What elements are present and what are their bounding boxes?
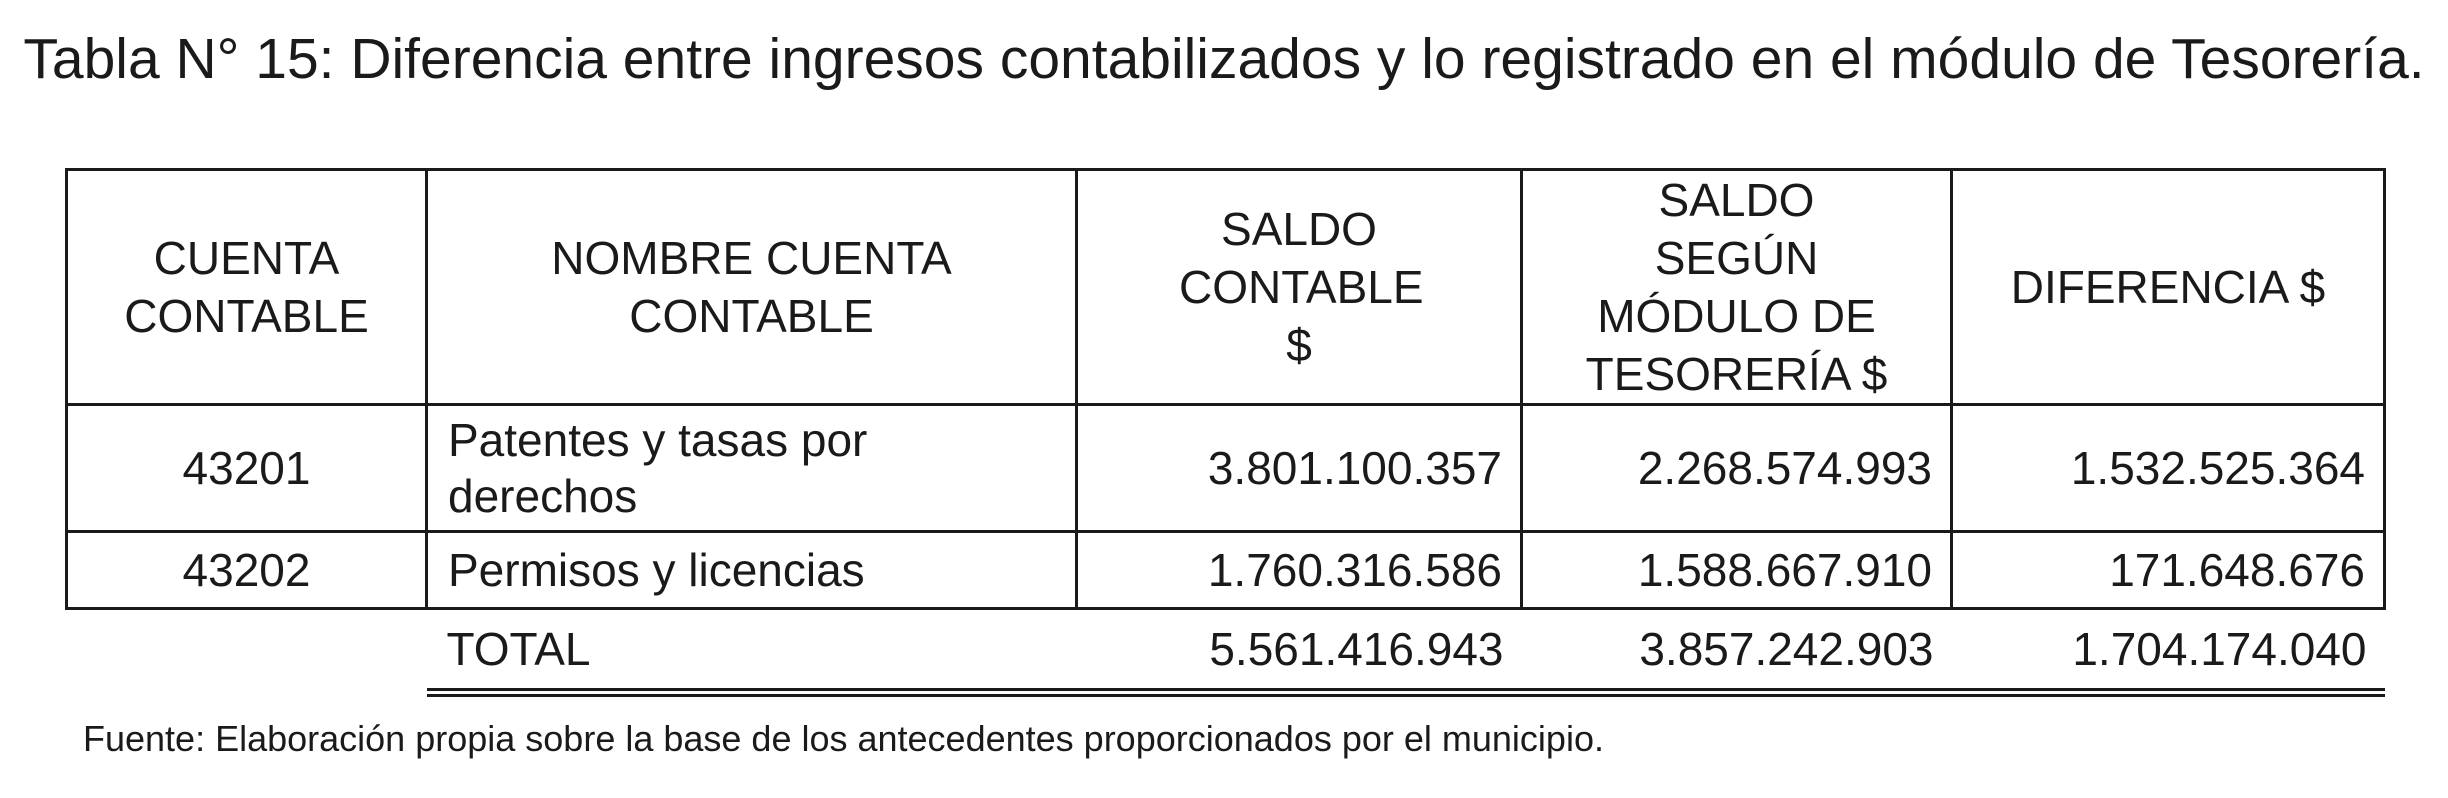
row-saldo-tesoreria: 2.268.574.993 <box>1520 403 1953 533</box>
row-name: Permisos y licencias <box>425 530 1078 610</box>
total-saldo-contable: 5.561.416.943 <box>1076 608 1522 697</box>
row-code: 43202 <box>65 530 428 610</box>
total-empty-cell <box>67 609 427 693</box>
header-saldo-contable: SALDO CONTABLE $ <box>1075 168 1523 406</box>
header-diferencia: DIFERENCIA $ <box>1950 168 2386 406</box>
data-table: CUENTA CONTABLE NOMBRE CUENTA CONTABLE S… <box>65 168 2386 697</box>
row-code: 43201 <box>65 403 428 533</box>
row-name: Patentes y tasas por derechos <box>425 403 1078 533</box>
total-diferencia: 1.704.174.040 <box>1951 608 2385 697</box>
table-row: 43202 Permisos y licencias 1.760.316.586… <box>65 530 2386 610</box>
row-diferencia: 1.532.525.364 <box>1950 403 2386 533</box>
total-label: TOTAL <box>426 608 1077 697</box>
row-diferencia: 171.648.676 <box>1950 530 2386 610</box>
table-row: 43201 Patentes y tasas por derechos 3.80… <box>65 403 2386 533</box>
source-note: Fuente: Elaboración propia sobre la base… <box>83 718 1604 759</box>
total-saldo-tesoreria: 3.857.242.903 <box>1521 608 1952 697</box>
row-saldo-contable: 1.760.316.586 <box>1075 530 1523 610</box>
table-title: Tabla N° 15: Diferencia entre ingresos c… <box>23 27 2425 91</box>
total-row: TOTAL 5.561.416.943 3.857.242.903 1.704.… <box>67 608 2385 697</box>
header-nombre-cuenta: NOMBRE CUENTA CONTABLE <box>425 168 1078 406</box>
row-saldo-tesoreria: 1.588.667.910 <box>1520 530 1953 610</box>
header-cuenta-contable: CUENTA CONTABLE <box>65 168 428 406</box>
header-row: CUENTA CONTABLE NOMBRE CUENTA CONTABLE S… <box>65 168 2386 406</box>
row-saldo-contable: 3.801.100.357 <box>1075 403 1523 533</box>
header-saldo-tesoreria: SALDO SEGÚN MÓDULO DE TESORERÍA $ <box>1520 168 1953 406</box>
